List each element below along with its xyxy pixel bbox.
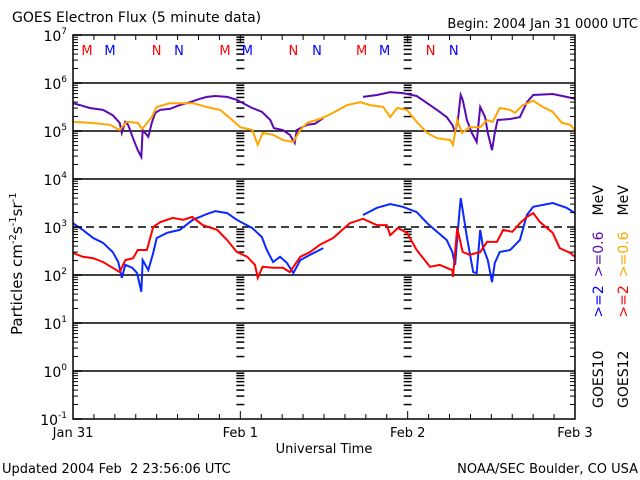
begin-label: Begin: 2004 Jan 31 0000 UTC (447, 17, 638, 32)
series-line-goes10-2-mev (72, 198, 576, 293)
y-tick-label: 105 (43, 123, 67, 141)
event-marker-m: M (81, 44, 92, 59)
x-axis-label: Universal Time (276, 442, 373, 457)
legend: GOES10>=2>=0.6MeV GOES12>=2>=0.6MeV (591, 185, 632, 408)
y-tick-label: 10-1 (40, 411, 67, 429)
legend-goes12: GOES12>=2>=0.6MeV (616, 185, 632, 408)
y-tick-label: 104 (43, 171, 67, 189)
x-tick-label: Feb 1 (223, 426, 258, 441)
y-tick-label: 100 (43, 363, 67, 381)
event-marker-n: N (449, 44, 459, 59)
grid (73, 36, 575, 406)
y-tick-label: 107 (43, 27, 67, 45)
event-marker-m: M (242, 44, 253, 59)
x-tick-label: Jan 31 (52, 426, 94, 441)
event-marker-m: M (356, 44, 367, 59)
x-tick-label: Feb 2 (390, 426, 425, 441)
updated-timestamp: Updated 2004 Feb 2 23:56:06 UTC (2, 462, 231, 477)
y-axis-label: Particles cm-2s-1sr-1 (8, 192, 26, 335)
event-marker-m: M (379, 44, 390, 59)
event-marker-n: N (174, 44, 184, 59)
series-line-goes12-0-6-mev (72, 99, 576, 148)
event-marker-n: N (288, 44, 298, 59)
y-tick-label: 101 (43, 315, 67, 333)
y-tick-label: 102 (43, 267, 67, 285)
event-marker-n: N (312, 44, 322, 59)
x-tick-label: Feb 3 (557, 426, 592, 441)
event-marker-n: N (426, 44, 436, 59)
event-marker-m: M (219, 44, 230, 59)
chart-title: GOES Electron Flux (5 minute data) (12, 10, 261, 26)
y-tick-label: 103 (43, 219, 67, 237)
event-marker-m: M (104, 44, 115, 59)
series-line-goes12-2-mev (72, 211, 576, 282)
series-lines (72, 91, 576, 293)
source-label: NOAA/SEC Boulder, CO USA (457, 462, 638, 477)
event-marker-n: N (152, 44, 162, 59)
legend-goes10: GOES10>=2>=0.6MeV (591, 185, 607, 408)
series-line-goes10-0-6-mev (72, 91, 576, 161)
y-tick-label: 106 (43, 75, 67, 93)
